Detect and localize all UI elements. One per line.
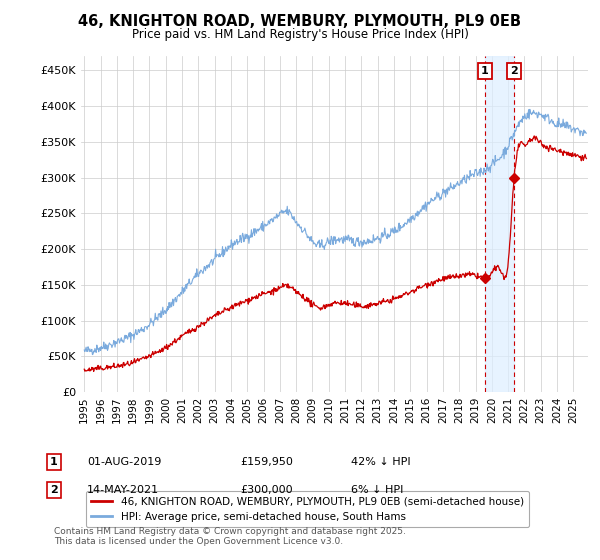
Text: 2: 2 xyxy=(510,66,518,76)
Text: 1: 1 xyxy=(50,457,58,467)
Text: 01-AUG-2019: 01-AUG-2019 xyxy=(87,457,161,467)
Text: £300,000: £300,000 xyxy=(240,485,293,495)
Text: 46, KNIGHTON ROAD, WEMBURY, PLYMOUTH, PL9 0EB: 46, KNIGHTON ROAD, WEMBURY, PLYMOUTH, PL… xyxy=(79,14,521,29)
Text: 42% ↓ HPI: 42% ↓ HPI xyxy=(351,457,410,467)
Bar xyxy=(485,56,514,392)
Text: 2: 2 xyxy=(50,485,58,495)
Text: 14-MAY-2021: 14-MAY-2021 xyxy=(87,485,159,495)
Text: Price paid vs. HM Land Registry's House Price Index (HPI): Price paid vs. HM Land Registry's House … xyxy=(131,28,469,41)
Text: Contains HM Land Registry data © Crown copyright and database right 2025.
This d: Contains HM Land Registry data © Crown c… xyxy=(54,526,406,546)
Text: £159,950: £159,950 xyxy=(240,457,293,467)
Text: 1: 1 xyxy=(481,66,489,76)
Text: 6% ↓ HPI: 6% ↓ HPI xyxy=(351,485,403,495)
Legend: 46, KNIGHTON ROAD, WEMBURY, PLYMOUTH, PL9 0EB (semi-detached house), HPI: Averag: 46, KNIGHTON ROAD, WEMBURY, PLYMOUTH, PL… xyxy=(86,491,529,527)
